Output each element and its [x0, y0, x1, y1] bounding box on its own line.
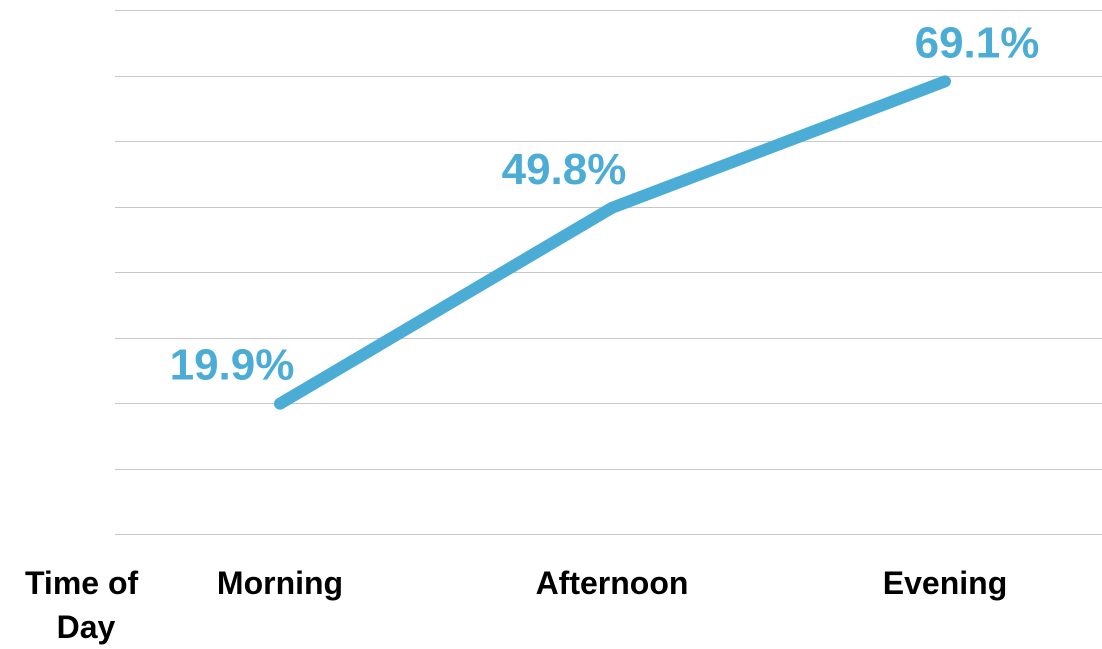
x-axis-title-line-1: Time of: [25, 565, 139, 601]
data-label: 69.1%: [915, 18, 1040, 67]
series-line: [274, 75, 951, 410]
series-group: [274, 75, 951, 410]
x-tick-labels: Morning Afternoon Evening: [217, 565, 1007, 601]
data-label: 19.9%: [170, 341, 295, 390]
x-axis-title: Time of Day: [25, 565, 147, 645]
x-axis-title-line-2: Day: [57, 609, 116, 645]
data-label: 49.8%: [502, 145, 627, 194]
x-tick-label: Evening: [883, 565, 1007, 601]
x-tick-label: Afternoon: [536, 565, 689, 601]
x-tick-label: Morning: [217, 565, 343, 601]
data-labels: 19.9% 49.8% 69.1%: [170, 18, 1040, 389]
gridlines: [115, 10, 1102, 535]
